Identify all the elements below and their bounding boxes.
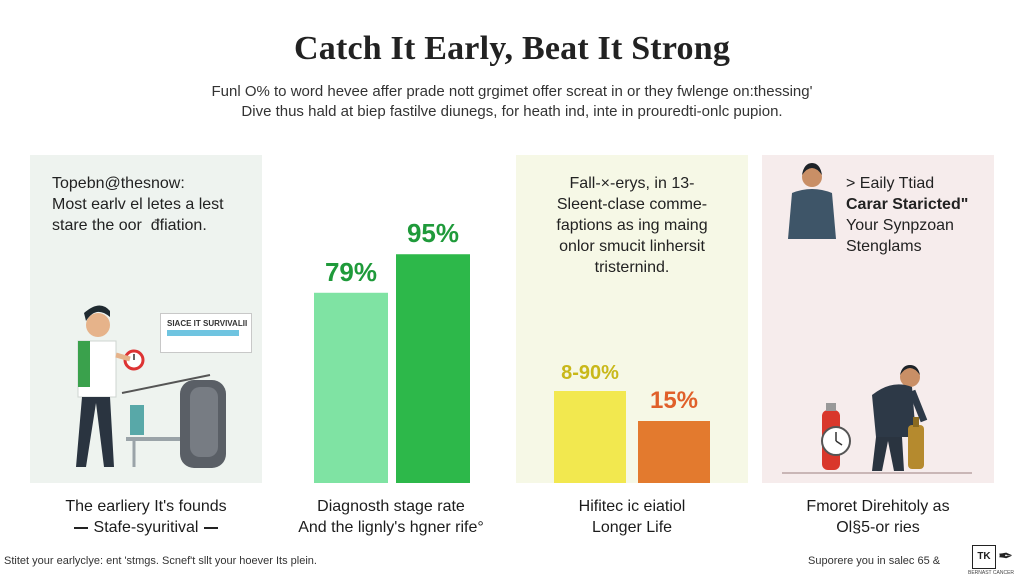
signature-mark-icon: ✒ — [998, 546, 1014, 567]
panel3-text-line-5: tristernind. — [594, 259, 670, 276]
brand-logo-subtitle: BERNAST CANCER — [968, 570, 1015, 576]
caption1-line-1: The earliery It's founds — [65, 498, 227, 515]
panel1-text-line-1: Topebn@thesnow: — [52, 175, 185, 192]
survival-screen: SIACE IT SURVIVALII — [160, 313, 252, 353]
bar-chart-panel: 79% 95% — [278, 155, 504, 483]
caption1-line-2: Stafe-syuritival — [30, 517, 262, 538]
caption2-line-1: Diagnosth stage rate — [317, 498, 465, 515]
panel3-text-line-3: faptions as ing maing — [556, 217, 708, 234]
caption4-line-1: Fmoret Direhitoly as — [806, 498, 950, 515]
caption-dash-right — [204, 526, 219, 529]
early-treatment-panel: > Eaily Ttiad Carar Staricted" Your Synp… — [762, 155, 994, 483]
panel1-text-line-2: Most earlv el letes a lest — [52, 196, 224, 213]
panel3-bar-label-1: 15% — [649, 387, 699, 414]
caption1-line-2-text: Stafe-syuritival — [93, 519, 199, 536]
diagnosis-bar-chart: 79% 95% — [314, 218, 470, 483]
panel3-text: Fall-×-erys, in 13- Sleent-clase comme- … — [516, 173, 748, 278]
page-title: Catch It Early, Beat It Strong — [293, 30, 731, 67]
caption3-line-1: Hifitec ic eiatiol — [578, 498, 686, 515]
panel4-text-line-4: Stenglams — [846, 238, 922, 255]
chart-bar-1 — [396, 254, 470, 483]
caption4-line-2: Ol§5-or ries — [836, 519, 920, 536]
panel1-text-line-3: stare the oor đfiation. — [52, 217, 207, 234]
brand-logo: TK — [972, 545, 996, 569]
panel3-text-line-4: onlor smucit linhersit — [559, 238, 705, 255]
caption-longer-life: Hifitec ic eiatiol Longer Life — [516, 496, 748, 538]
panel4-text-line-1: > Eaily Ttiad — [846, 175, 935, 192]
early-detection-panel: Topebn@thesnow: Most earlv el letes a le… — [30, 155, 262, 483]
survival-screen-bar — [167, 330, 239, 336]
panel3-bar-0 — [554, 391, 626, 483]
caption-diagnosis: Diagnosth stage rate And the lignly's hg… — [278, 496, 504, 538]
panel3-bars: 8-90% 15% — [516, 155, 748, 483]
caption-early-detection: The earliery It's founds Stafe-syuritiva… — [30, 496, 262, 538]
panel4-text: > Eaily Ttiad Carar Staricted" Your Synp… — [846, 173, 991, 257]
subtitle-line-2: Dive thus hald at biep fastilve diunegs,… — [241, 103, 783, 120]
footer-left-text: Stitet your earlyclye: ent 'stmgs. Scnef… — [4, 555, 317, 567]
panel3-bar-label-0: 8-90% — [561, 362, 619, 384]
caption-dash-left — [73, 526, 88, 529]
patient-illustration — [782, 163, 972, 474]
subtitle-line-1: Funl O% to word hevee affer prade nott g… — [211, 83, 813, 100]
caption3-line-2: Longer Life — [591, 519, 673, 536]
chart-data-label-1: 95% — [407, 218, 459, 248]
chart-data-label-0: 79% — [325, 257, 377, 287]
chart-bar-0 — [314, 292, 388, 483]
survival-screen-label: SIACE IT SURVIVALII — [167, 319, 248, 328]
caption2-line-2: And the lignly's hgner rife° — [298, 519, 484, 536]
panel3-bar-1 — [638, 421, 710, 483]
panel1-text: Topebn@thesnow: Most earlv el letes a le… — [52, 173, 257, 236]
caption-treatment: Fmoret Direhitoly as Ol§5-or ries — [762, 496, 994, 538]
panel3-text-line-1: Fall-×-erys, in 13- — [569, 175, 695, 192]
panel4-text-line-3: Your Synpzoan — [846, 217, 954, 234]
doctor-illustration — [76, 305, 226, 468]
panel4-text-line-2: Carar Staricted" — [846, 196, 969, 213]
footer-right-text: Suporere you in salec 65 & — [808, 555, 941, 567]
panel3-text-line-2: Sleent-clase comme- — [556, 196, 708, 213]
survival-panel: Fall-×-erys, in 13- Sleent-clase comme- … — [516, 155, 748, 483]
